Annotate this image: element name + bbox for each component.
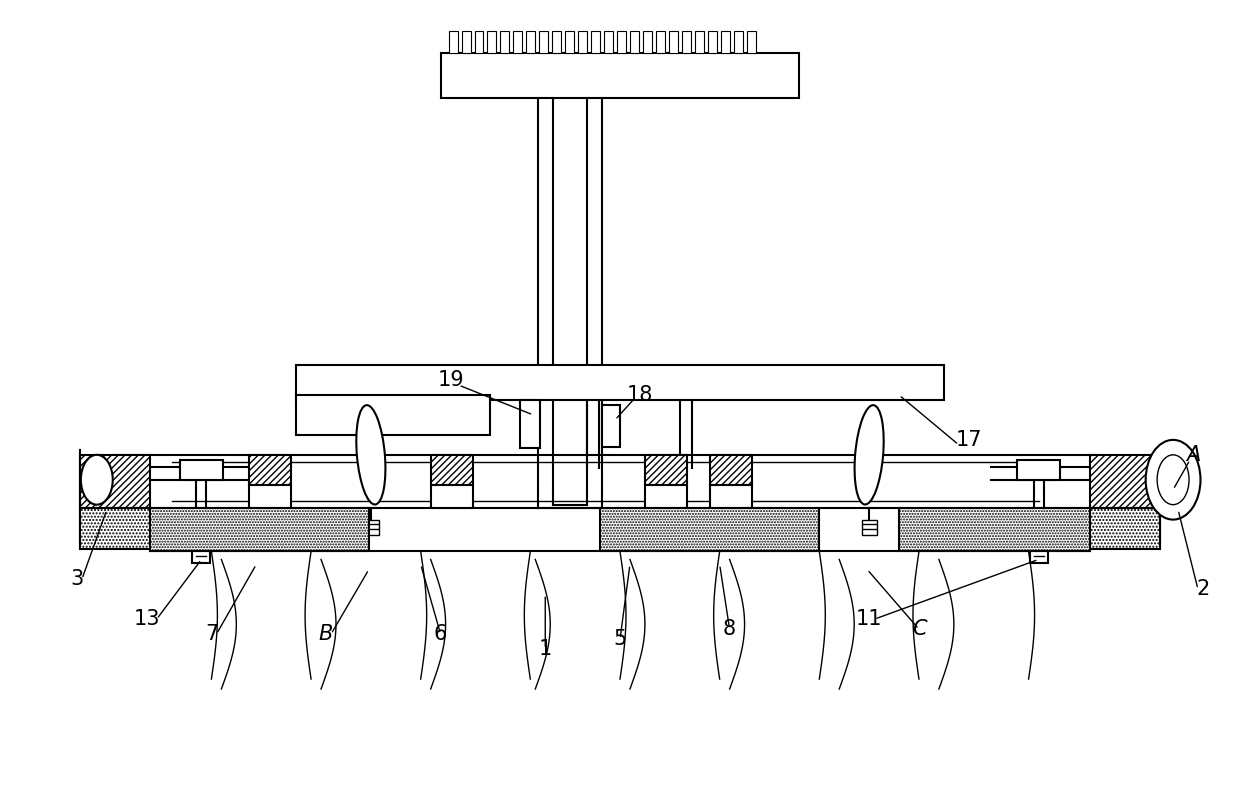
Bar: [709, 455, 751, 484]
Text: 5: 5: [614, 629, 626, 649]
Text: 17: 17: [956, 430, 982, 450]
Bar: [475, 31, 484, 53]
Text: 1: 1: [538, 639, 552, 659]
Bar: [180, 459, 223, 480]
Bar: [618, 31, 626, 53]
Bar: [249, 455, 291, 484]
Text: 2: 2: [1197, 580, 1209, 600]
Bar: [645, 484, 687, 508]
Bar: [604, 31, 613, 53]
Bar: [430, 484, 472, 508]
Bar: [249, 484, 291, 508]
Bar: [645, 455, 687, 484]
Bar: [734, 31, 743, 53]
Bar: [591, 31, 600, 53]
Bar: [487, 31, 496, 53]
Text: 13: 13: [134, 609, 160, 629]
Bar: [656, 31, 665, 53]
Text: C: C: [911, 619, 926, 639]
Bar: [430, 455, 472, 484]
Text: A: A: [1185, 445, 1200, 465]
Bar: [1090, 508, 1161, 550]
Ellipse shape: [81, 455, 113, 505]
Bar: [552, 31, 562, 53]
Text: 7: 7: [205, 624, 218, 644]
Text: 3: 3: [71, 569, 83, 589]
Bar: [720, 31, 729, 53]
Ellipse shape: [1157, 455, 1189, 505]
Bar: [709, 484, 751, 508]
Bar: [899, 508, 1090, 551]
Bar: [79, 508, 150, 550]
Bar: [682, 31, 691, 53]
Bar: [296, 365, 944, 400]
Bar: [565, 31, 574, 53]
Bar: [521, 400, 541, 448]
Text: 11: 11: [856, 609, 883, 629]
Bar: [694, 31, 704, 53]
Bar: [1029, 547, 1048, 563]
Bar: [862, 520, 877, 534]
Bar: [1017, 459, 1060, 480]
Bar: [746, 31, 755, 53]
Bar: [501, 31, 510, 53]
Bar: [461, 31, 470, 53]
Bar: [1025, 530, 1052, 547]
Bar: [578, 31, 587, 53]
Bar: [526, 31, 536, 53]
Text: 18: 18: [626, 385, 653, 405]
Bar: [1090, 455, 1161, 508]
Bar: [440, 53, 800, 98]
Bar: [600, 508, 820, 551]
Bar: [150, 508, 368, 551]
Bar: [539, 31, 548, 53]
Ellipse shape: [1146, 440, 1200, 520]
Text: B: B: [319, 624, 334, 644]
Bar: [668, 31, 678, 53]
Bar: [192, 547, 211, 563]
Bar: [449, 31, 458, 53]
Bar: [642, 31, 652, 53]
Text: 6: 6: [434, 624, 448, 644]
Bar: [79, 455, 150, 508]
Text: 19: 19: [438, 370, 464, 390]
Bar: [363, 520, 379, 534]
Bar: [188, 530, 215, 547]
Bar: [603, 405, 620, 447]
Bar: [513, 31, 522, 53]
Ellipse shape: [854, 405, 884, 505]
Bar: [708, 31, 717, 53]
Bar: [630, 31, 639, 53]
Bar: [296, 395, 491, 435]
Text: 8: 8: [723, 619, 737, 639]
Ellipse shape: [356, 405, 386, 505]
